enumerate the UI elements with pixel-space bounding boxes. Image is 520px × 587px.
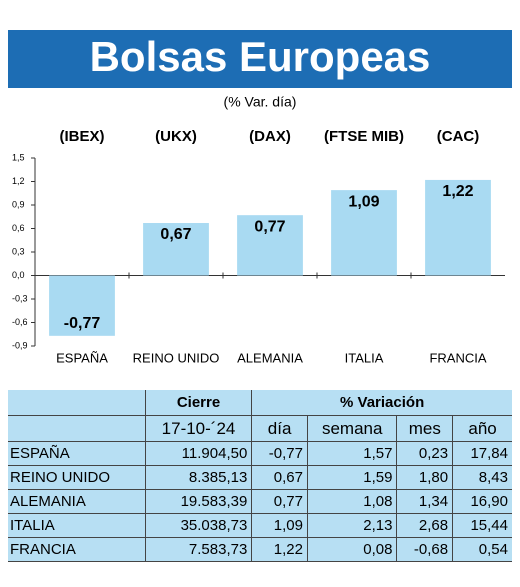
chart-title: Bolsas Europeas — [90, 33, 431, 80]
value-cell: 16,90 — [452, 489, 512, 514]
x-tick-label: ESPAÑA — [56, 350, 108, 365]
subheader-cell: mes — [396, 415, 453, 442]
y-tick-label: 0,3 — [12, 246, 25, 256]
ticker-label: (FTSE MIB) — [324, 128, 404, 145]
value-cell: 0,08 — [306, 537, 397, 562]
x-tick-label: REINO UNIDO — [133, 350, 220, 365]
subheader-cell: 17-10-´24 — [144, 415, 252, 442]
value-cell: 11.904,50 — [144, 441, 252, 466]
value-cell: 0,77 — [251, 489, 308, 514]
y-tick-label: -0,6 — [12, 317, 28, 327]
subheader-cell: año — [452, 415, 512, 442]
value-cell: 1,57 — [306, 441, 397, 466]
value-cell: 1,59 — [306, 465, 397, 490]
value-label: 0,67 — [160, 226, 191, 243]
subheader-cell: semana — [306, 415, 397, 442]
value-cell: 15,44 — [452, 513, 512, 538]
value-cell: 1,22 — [251, 537, 308, 562]
x-tick-label: ITALIA — [345, 350, 384, 365]
value-cell: 1,09 — [251, 513, 308, 538]
table-row: ITALIA 35.038,73 1,09 2,13 2,68 15,44 — [8, 513, 512, 538]
bar — [143, 223, 209, 276]
value-label: 1,09 — [348, 193, 379, 210]
value-label: -0,77 — [64, 315, 101, 332]
value-cell: 35.038,73 — [144, 513, 252, 538]
ticker-label: (IBEX) — [60, 128, 105, 145]
data-table: Cierre % Variación 17-10-´24 día semana mes… — [8, 390, 512, 562]
value-cell: 2,68 — [396, 513, 453, 538]
y-tick-label: 1,5 — [12, 152, 25, 162]
y-tick-label: 0,0 — [12, 270, 25, 280]
row-label: FRANCIA — [8, 537, 146, 562]
x-tick-label: FRANCIA — [429, 350, 486, 365]
value-cell: 17,84 — [452, 441, 512, 466]
bar — [425, 179, 491, 276]
value-cell: 0,23 — [396, 441, 453, 466]
table-row: ESPAÑA 11.904,50 -0,77 1,57 0,23 17,84 — [8, 441, 512, 466]
value-cell: 1,08 — [306, 489, 397, 514]
ticker-label: (UKX) — [155, 128, 197, 145]
row-label: ESPAÑA — [8, 441, 146, 466]
bar — [331, 190, 397, 276]
ticker-label: (CAC) — [437, 128, 480, 145]
chart-subtitle: (% Var. día) — [224, 94, 297, 110]
value-cell: 1,80 — [396, 465, 453, 490]
value-cell: 7.583,73 — [144, 537, 252, 562]
table-row: REINO UNIDO 8.385,13 0,67 1,59 1,80 8,43 — [8, 465, 512, 490]
value-label: 1,22 — [442, 183, 473, 200]
table-row: FRANCIA 7.583,73 1,22 0,08 -0,68 0,54 — [8, 537, 512, 562]
row-label: REINO UNIDO — [8, 465, 146, 490]
value-cell: 1,34 — [396, 489, 453, 514]
value-cell: -0,77 — [251, 441, 308, 466]
value-cell: 19.583,39 — [144, 489, 252, 514]
corner — [8, 415, 146, 442]
value-cell: 0,54 — [452, 537, 512, 562]
value-cell: 8.385,13 — [144, 465, 252, 490]
corner — [8, 390, 146, 416]
value-cell: -0,68 — [396, 537, 453, 562]
y-tick-label: 0,6 — [12, 223, 25, 233]
chart: Bolsas Europeas (% Var. día) -0,9 -0,6 -0,… — [8, 30, 512, 365]
value-label: 0,77 — [254, 218, 285, 235]
y-tick-label: -0,9 — [12, 340, 28, 350]
header-cell: % Variación — [251, 390, 512, 416]
y-tick-label: -0,3 — [12, 293, 28, 303]
header-cell: Cierre — [144, 390, 252, 416]
x-tick-label: ALEMANIA — [237, 350, 303, 365]
subheader-cell: día — [251, 415, 308, 442]
row-label: ALEMANIA — [8, 489, 146, 514]
y-tick-label: 1,2 — [12, 176, 25, 186]
row-label: ITALIA — [8, 513, 146, 538]
bar — [49, 275, 115, 336]
table-row: ALEMANIA 19.583,39 0,77 1,08 1,34 16,90 — [8, 489, 512, 514]
value-cell: 2,13 — [306, 513, 397, 538]
y-tick-label: 0,9 — [12, 199, 25, 209]
value-cell: 0,67 — [251, 465, 308, 490]
value-cell: 8,43 — [452, 465, 512, 490]
ticker-label: (DAX) — [249, 128, 291, 145]
title-banner — [8, 30, 512, 88]
bar — [237, 215, 303, 276]
